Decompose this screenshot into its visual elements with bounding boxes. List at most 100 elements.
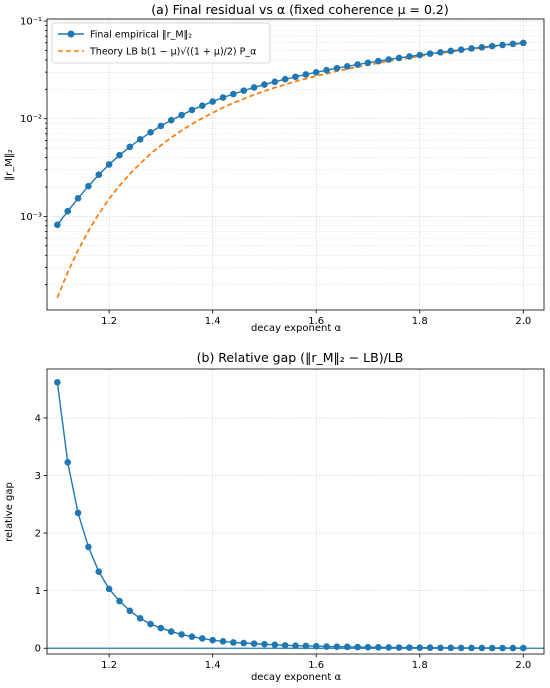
legend-box [51, 22, 271, 64]
chart-b-axes: 1.2 1.4 1.6 1.8 2.0 0 1 2 3 4 [35, 413, 532, 671]
relative-gap-point [437, 644, 444, 652]
empirical-point [385, 56, 392, 63]
x-tick-label: 1.8 [412, 316, 428, 327]
empirical-point [488, 42, 496, 50]
empirical-point [302, 71, 310, 78]
empirical-point [178, 111, 185, 119]
relative-gap-point [509, 644, 517, 652]
chart-a-ylabel: ‖r_M‖₂ [4, 149, 15, 181]
empirical-point [261, 81, 268, 88]
relative-gap-point [416, 644, 424, 651]
empirical-point [126, 143, 134, 151]
relative-gap-point [126, 607, 134, 615]
empirical-point [250, 84, 258, 91]
relative-gap-point [426, 644, 434, 652]
relative-gap-point [406, 644, 413, 651]
relative-gap-point [323, 643, 330, 650]
empirical-point [478, 43, 486, 51]
chart-a-series [54, 39, 527, 299]
empirical-point [219, 94, 227, 101]
relative-gap-point [519, 644, 527, 652]
chart-b-frame [46, 368, 545, 655]
empirical-point [312, 68, 320, 76]
relative-gap-point [147, 620, 154, 628]
empirical-point [188, 106, 196, 114]
empirical-point [64, 207, 72, 215]
chart-a-title: (a) Final residual vs α (fixed coherence… [151, 2, 448, 17]
relative-gap-point [64, 458, 72, 466]
x-tick-label: 1.6 [308, 660, 324, 671]
relative-gap-point [364, 643, 372, 651]
empirical-point [437, 48, 444, 56]
legend-empirical-marker [67, 30, 75, 38]
relative-gap-line [56, 382, 524, 649]
chart-a-axes: 1.2 1.4 1.6 1.8 2.0 10⁻³ 10⁻² 10⁻¹ [20, 17, 531, 327]
empirical-point [54, 221, 61, 229]
empirical-point [230, 90, 237, 98]
empirical-point [509, 40, 517, 48]
empirical-point [167, 116, 175, 124]
chart-b-series [47, 378, 544, 652]
chart-b-ylabel: relative gap [4, 482, 15, 542]
x-tick-label: 2.0 [515, 316, 531, 327]
empirical-point [74, 195, 82, 202]
relative-gap-point [395, 644, 403, 651]
relative-gap-point [178, 631, 185, 638]
relative-gap-point [54, 378, 61, 386]
empirical-point [416, 51, 424, 59]
y-tick-label: 2 [35, 529, 41, 540]
y-tick-label: 4 [35, 413, 41, 424]
relative-gap-point [136, 615, 144, 622]
relative-gap-point [188, 633, 196, 641]
empirical-point [395, 54, 403, 62]
empirical-point [354, 61, 361, 68]
legend-empirical-label: Final empirical ‖r_M‖₂ [90, 30, 192, 41]
chart-a-legend: Final empirical ‖r_M‖₂ Theory LB b(1 − μ… [51, 22, 271, 64]
y-tick-label: 10⁻¹ [20, 17, 42, 28]
empirical-point [364, 59, 372, 67]
relative-gap-point [209, 636, 216, 644]
relative-gap-chart: (b) Relative gap (‖r_M‖₂ − LB)/LB 1.2 1.4… [4, 350, 545, 683]
relative-gap-point [105, 585, 113, 593]
relative-gap-point [375, 644, 382, 651]
chart-a-xlabel: decay exponent α [251, 323, 342, 334]
empirical-point [147, 129, 154, 136]
empirical-point [333, 64, 341, 72]
x-tick-label: 1.6 [308, 316, 324, 327]
empirical-point [499, 41, 506, 49]
empirical-point [375, 57, 382, 65]
empirical-point [240, 87, 248, 94]
relative-gap-point [333, 643, 341, 650]
relative-gap-point [292, 642, 299, 649]
empirical-point [323, 66, 330, 74]
empirical-point [85, 182, 92, 190]
chart-b-grid [47, 369, 544, 654]
relative-gap-point [219, 638, 227, 645]
empirical-point [116, 151, 123, 159]
relative-gap-point [167, 628, 175, 635]
relative-gap-point [447, 644, 455, 652]
x-tick-label: 1.2 [101, 660, 117, 671]
empirical-point [209, 98, 216, 105]
relative-gap-point [343, 643, 351, 651]
relative-gap-point [85, 543, 92, 551]
empirical-point [281, 75, 289, 83]
empirical-point [468, 45, 475, 52]
empirical-point [271, 78, 279, 86]
y-tick-label: 1 [35, 586, 41, 597]
relative-gap-point [250, 640, 258, 647]
empirical-line [56, 42, 524, 226]
empirical-point [447, 47, 455, 55]
empirical-point [292, 73, 299, 81]
empirical-point [426, 50, 434, 57]
chart-a-frame [46, 18, 545, 311]
x-tick-label: 1.2 [101, 316, 117, 327]
chart-b-xlabel: decay exponent α [251, 672, 342, 683]
theory-lb-line [56, 42, 524, 299]
relative-gap-point [271, 641, 279, 649]
relative-gap-point [499, 644, 506, 652]
relative-gap-point [116, 597, 123, 605]
y-tick-label: 0 [35, 644, 41, 655]
empirical-point [95, 171, 103, 179]
